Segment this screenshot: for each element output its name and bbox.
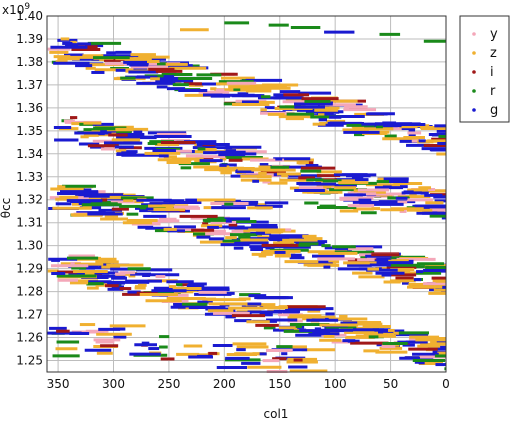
y-tick-label: 1.26 [16,331,43,345]
legend-marker-g [472,108,476,112]
data-marks [47,21,446,374]
legend-marker-r [472,89,476,93]
y-exponent-label: x109 [2,2,30,17]
legend-marker-y [472,32,476,36]
y-axis-label: θcc [0,198,13,219]
tick-labels: 350 300 250 200 150 100 50 0 1.25 1.26 1.27 1.28 1.2… [16,9,450,391]
x-tick-label: 200 [213,377,236,391]
y-tick-label: 1.38 [16,55,43,69]
legend-marker-i [472,70,476,74]
y-tick-label: 1.37 [16,78,43,92]
x-tick-label: 250 [157,377,180,391]
legend-label-r: r [490,84,496,99]
legend-label-y: y [490,27,498,42]
legend-label-g: g [490,103,498,118]
y-tick-label: 1.28 [16,285,43,299]
legend-box [459,15,510,123]
x-tick-label: 50 [383,377,398,391]
y-tick-label: 1.34 [16,147,43,161]
x-tick-label: 350 [47,377,70,391]
y-tick-label: 1.30 [16,239,43,253]
x-tick-label: 100 [324,377,347,391]
y-tick-label: 1.29 [16,262,43,276]
y-tick-label: 1.36 [16,101,43,115]
legend-label-i: i [490,65,494,80]
plot-frame [46,15,447,373]
x-tick-label: 300 [102,377,125,391]
y-tick-label: 1.25 [16,354,43,368]
y-tick-label: 1.33 [16,170,43,184]
y-tick-label: 1.40 [16,9,43,23]
x-tick-label: 0 [442,377,450,391]
x-tick-label: 150 [268,377,291,391]
x-axis-label: col1 [264,407,289,421]
y-tick-label: 1.32 [16,193,43,207]
legend-label-z: z [490,46,497,61]
y-tick-label: 1.31 [16,216,43,230]
legend-marker-z [472,51,476,55]
y-tick-label: 1.27 [16,308,43,322]
y-tick-label: 1.35 [16,124,43,138]
y-tick-label: 1.39 [16,32,43,46]
